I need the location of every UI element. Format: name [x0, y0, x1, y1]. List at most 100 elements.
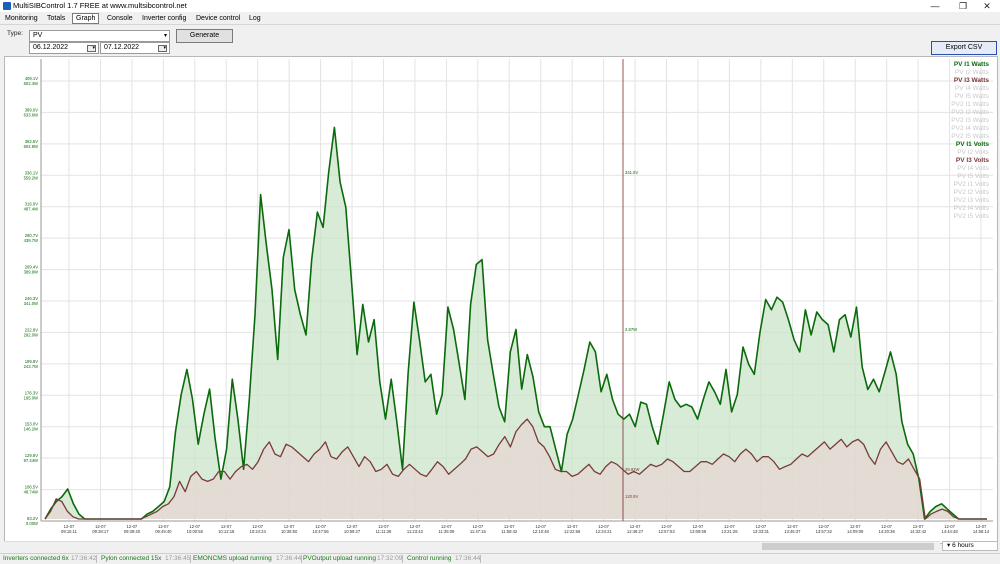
y-tick-label-volts: 106.5V [25, 485, 38, 490]
tab-totals[interactable]: Totals [47, 15, 66, 22]
x-tick-label: 10:35:50 [281, 529, 298, 534]
x-tick-label: 12-07 [189, 524, 200, 529]
close-button[interactable]: ✕ [983, 1, 991, 11]
minimize-button[interactable]: — [930, 1, 940, 11]
legend-item[interactable]: PV I1 Watts [953, 61, 989, 68]
cursor-label-pv-i3-volts: 120.9V [625, 494, 638, 499]
legend-item[interactable]: PV2 I3 Watts [951, 117, 989, 124]
date-from-value: 06.12.2022 [33, 44, 69, 51]
legend-item[interactable]: PV2 I3 Volts [953, 197, 989, 204]
x-tick-label: 12:57:53 [658, 529, 675, 534]
graph-panel[interactable]: 409.1V 602.4W 389.0V 633.6W 362.5V 604.8W 336.… [4, 56, 998, 544]
x-tick-label: 12-07 [378, 524, 389, 529]
x-tick-label: 12-07 [284, 524, 295, 529]
x-tick-label: 12-07 [787, 524, 798, 529]
status-time: 17:36:45 [165, 555, 191, 562]
legend-item[interactable]: PV I3 Watts [953, 77, 989, 84]
x-tick-label: 12:22:56 [564, 529, 581, 534]
scrollbar-thumb[interactable] [762, 543, 934, 550]
x-tick-label: 10:24:24 [250, 529, 267, 534]
y-tick-label-watts: 195.0W [24, 395, 38, 400]
x-tick-label: 13:45:37 [784, 529, 801, 534]
status-time: 17:36:44 [455, 555, 481, 562]
tab-inverter-config[interactable]: Inverter config [142, 15, 187, 22]
generate-button[interactable]: Generate [176, 29, 233, 43]
y-tick-label-volts: 222.8V [25, 327, 38, 332]
cursor-label-pv-i1-watts: 2.87W [625, 327, 637, 332]
status-time: 17:36:44 [276, 555, 302, 562]
y-tick-label-watts: 341.0W [24, 301, 38, 306]
legend-item[interactable]: PV2 I1 Volts [953, 181, 989, 188]
legend-item[interactable]: PV2 I5 Volts [953, 213, 989, 220]
x-tick-label: 11:23:42 [407, 529, 424, 534]
date-to-picker[interactable]: 07.12.2022 ▾ [100, 42, 170, 54]
range-value: 6 hours [952, 542, 974, 549]
status-time: 17:36:42 [71, 555, 97, 562]
status-text: Pylon connected 15x [101, 555, 162, 562]
legend-item[interactable]: PV2 I4 Volts [953, 205, 989, 212]
x-tick-label: 11:58:42 [501, 529, 518, 534]
x-tick-label: 14:09:09 [847, 529, 864, 534]
type-label: Type: [7, 30, 23, 37]
x-tick-label: 12-07 [630, 524, 641, 529]
y-tick-label-volts: 83.2V [27, 516, 38, 521]
x-tick-label: 09:39:40 [124, 529, 141, 534]
legend-item[interactable]: PV2 I2 Volts [953, 189, 989, 196]
date-to-value: 07.12.2022 [104, 44, 140, 51]
export-csv-button[interactable]: Export CSV [931, 41, 997, 55]
legend-item[interactable]: PV I5 Volts [957, 173, 989, 180]
type-select[interactable]: PV ▾ [29, 30, 170, 42]
x-tick-label: 11:11:38 [376, 529, 392, 534]
x-tick-label: 12-07 [661, 524, 672, 529]
x-tick-label: 12-07 [850, 524, 861, 529]
date-from-picker[interactable]: 06.12.2022 ▾ [29, 42, 99, 54]
x-tick-label: 12-07 [504, 524, 515, 529]
y-tick-label-watts: 48.74W [24, 490, 38, 495]
legend-item[interactable]: PV2 I4 Watts [951, 125, 989, 132]
tab-console[interactable]: Console [107, 15, 133, 22]
x-tick-label: 12-07 [64, 524, 75, 529]
chevron-down-icon: ▾ [947, 542, 951, 549]
legend-item[interactable]: PV I3 Volts [955, 157, 989, 164]
tab-device-control[interactable]: Device control [196, 15, 241, 22]
tab-log[interactable]: Log [249, 15, 261, 22]
legend-item[interactable]: PV I4 Volts [957, 165, 989, 172]
x-tick-label: 12-07 [158, 524, 169, 529]
x-tick-label: 09:15:11 [61, 529, 78, 534]
legend-item[interactable]: PV I2 Watts [954, 69, 989, 76]
y-tick-label-watts: 487.4W [24, 207, 38, 212]
y-tick-label-volts: 336.1V [25, 170, 38, 175]
maximize-button[interactable]: ❐ [958, 1, 968, 11]
legend-item[interactable]: PV I2 Volts [957, 149, 989, 156]
legend-item[interactable]: PV I1 Volts [955, 141, 989, 148]
range-select[interactable]: ▾ 6 hours [942, 541, 998, 551]
x-tick-label: 10:12:18 [218, 529, 235, 534]
tab-graph[interactable]: Graph [72, 13, 100, 24]
y-tick-label-volts: 362.5V [25, 139, 38, 144]
legend-item[interactable]: PV I5 Watts [954, 93, 989, 100]
x-tick-label: 12-07 [567, 524, 578, 529]
series-line-pv-i1-watts [44, 126, 987, 520]
y-tick-label-watts: 633.6W [24, 112, 38, 117]
menu-bar: Monitoring Totals Graph Console Inverter… [0, 12, 1000, 25]
status-text: PVOutput upload running [303, 555, 376, 562]
chevron-down-icon: ▾ [163, 33, 167, 39]
y-tick-label-volts: 290.7V [25, 233, 38, 238]
tab-monitoring[interactable]: Monitoring [5, 15, 38, 22]
legend-item[interactable]: PV I4 Watts [954, 85, 989, 92]
x-tick-label: 09:49:40 [155, 529, 172, 534]
x-tick-label: 10:00:55 [187, 529, 204, 534]
x-tick-label: 10:59:27 [344, 529, 361, 534]
legend-item[interactable]: PV2 I5 Watts [951, 133, 989, 140]
legend-item[interactable]: PV2 I2 Watts [951, 109, 989, 116]
x-tick-label: 12-07 [472, 524, 483, 529]
x-tick-label: 12-07 [598, 524, 609, 529]
horizontal-scrollbar[interactable] [4, 541, 940, 550]
series-area-pv-i3-watts [45, 419, 987, 519]
x-tick-label: 12-07 [315, 524, 326, 529]
x-tick-label: 11:35:09 [438, 529, 455, 534]
x-tick-label: 14:56:14 [973, 529, 990, 534]
status-separator [190, 555, 191, 563]
legend-item[interactable]: PV2 I1 Watts [951, 101, 989, 108]
